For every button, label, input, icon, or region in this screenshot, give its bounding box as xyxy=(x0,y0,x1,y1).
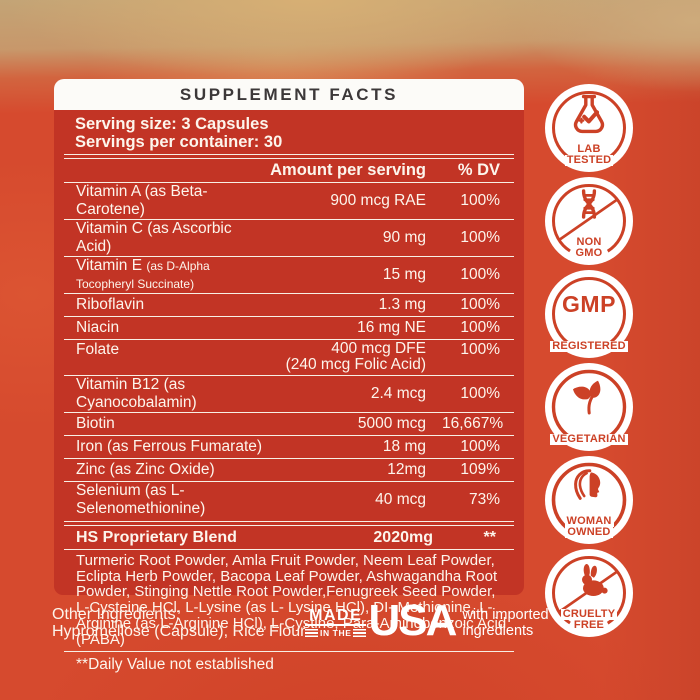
leaves-icon xyxy=(573,380,601,415)
badge-ring xyxy=(551,462,627,538)
nutrient-name-small: (as D-Alpha Tocopheryl Succinate) xyxy=(76,259,210,291)
header-dv: % DV xyxy=(457,161,500,179)
nutrient-name: Zinc (as Zinc Oxide) xyxy=(76,461,215,478)
nutrient-name: Vitamin E (as D-Alpha Tocopheryl Succina… xyxy=(76,257,210,291)
imported-ingredients-note: with imported ingredients xyxy=(462,607,549,639)
nutrient-amount: 90 mg xyxy=(382,229,426,246)
flag-stripes-icon xyxy=(353,629,367,637)
other-ingredients: Other Ingredients: Hypromellose (Capsule… xyxy=(52,606,306,640)
badge-label: REGISTERED xyxy=(550,340,628,352)
table-row: Vitamin C (as Ascorbic Acid) 90 mg 100% xyxy=(64,220,514,257)
nutrient-dv: 100% xyxy=(460,438,500,455)
table-row: Niacin 16 mg NE 100% xyxy=(64,317,514,340)
nutrient-name: Folate xyxy=(76,341,120,358)
proprietary-blend-row: HS Proprietary Blend 2020mg ** xyxy=(64,526,514,550)
nutrient-name: Vitamin B12 (as Cyanocobalamin) xyxy=(76,376,197,411)
table-row: Selenium (as L-Selenomethionine) 40 mcg … xyxy=(64,482,514,518)
flask-check-icon xyxy=(573,94,605,134)
table-row: Iron (as Ferrous Fumarate) 18 mg 100% xyxy=(64,436,514,459)
nutrient-name: Riboflavin xyxy=(76,296,145,313)
nutrient-name: Iron (as Ferrous Fumarate) xyxy=(76,438,263,455)
nutrient-amount: 900 mcg RAE xyxy=(330,192,426,209)
nutrient-dv: 73% xyxy=(468,491,500,508)
badge-ring xyxy=(552,277,626,351)
panel-title: SUPPLEMENT FACTS xyxy=(54,79,524,110)
nutrient-name: Niacin xyxy=(76,319,120,336)
table-row: Vitamin E (as D-Alpha Tocopheryl Succina… xyxy=(64,257,514,294)
serving-size: Serving size: 3 Capsules xyxy=(75,115,269,133)
table-header-row: Amount per serving % DV xyxy=(64,159,514,183)
woman-face-icon xyxy=(574,469,601,500)
nutrient-dv: 100% xyxy=(460,296,500,313)
badge-woman-owned: WOMAN OWNED xyxy=(545,456,633,544)
nutrient-name: Selenium (as L-Selenomethionine) xyxy=(76,482,206,517)
nutrient-dv: 109% xyxy=(460,461,500,478)
nutrient-amount: 400 mcg DFE (240 mcg Folic Acid) xyxy=(266,341,442,373)
header-amount: Amount per serving xyxy=(270,161,426,179)
badge-cruelty-free: CRUELTY FREE xyxy=(545,549,633,637)
badge-label: VEGETARIAN xyxy=(550,433,628,445)
nutrient-amount: 2.4 mcg xyxy=(370,385,426,402)
blend-name: HS Proprietary Blend xyxy=(76,528,237,546)
servings-per-container: Servings per container: 30 xyxy=(75,133,283,151)
table-row: Vitamin A (as Beta-Carotene) 900 mcg RAE… xyxy=(64,183,514,220)
nutrient-amount: 15 mg xyxy=(382,266,426,283)
nutrient-name: Vitamin C (as Ascorbic Acid) xyxy=(76,220,232,255)
nutrient-dv: 100% xyxy=(460,192,500,209)
gmp-text: GMP xyxy=(562,291,616,317)
blend-ingredients: Turmeric Root Powder, Amla Fruit Powder,… xyxy=(64,550,514,653)
nutrient-name: Vitamin A (as Beta-Carotene) xyxy=(76,183,208,218)
table-row: Zinc (as Zinc Oxide) 12mg 109% xyxy=(64,459,514,482)
nutrient-dv: 100% xyxy=(460,341,500,358)
table-row: Vitamin B12 (as Cyanocobalamin) 2.4 mcg … xyxy=(64,376,514,413)
nutrient-amount: 18 mg xyxy=(382,438,426,455)
other-ingredients-value: Hypromellose (Capsule), Rice Flour xyxy=(52,622,306,640)
made-text: MADE xyxy=(305,608,367,626)
nutrient-amount-sub: (240 mcg Folic Acid) xyxy=(285,356,426,373)
nutrient-dv: 100% xyxy=(460,266,500,283)
badge-gmp-registered: GMP REGISTERED xyxy=(545,270,633,358)
badge-ring xyxy=(551,369,627,445)
nutrient-amount: 16 mg NE xyxy=(357,319,426,336)
badge-lab-tested: LAB TESTED xyxy=(545,84,633,172)
table-row: Folate 400 mcg DFE (240 mcg Folic Acid) 1… xyxy=(64,340,514,376)
nutrient-name: Biotin xyxy=(76,415,115,432)
badge-label: WOMAN OWNED xyxy=(564,515,614,538)
made-in-usa-logo: MADE IN THE USA with imported ingredient… xyxy=(305,596,549,645)
badge-label: CRUELTY FREE xyxy=(560,608,618,631)
blend-amount: 2020mg xyxy=(373,528,433,546)
nutrient-amount: 5000 mcg xyxy=(357,415,426,432)
certification-badges: LAB TESTED NON GMO GMP REGISTERED xyxy=(545,84,633,637)
usa-text: USA xyxy=(368,596,457,645)
blend-dv: ** xyxy=(483,528,496,546)
daily-value-footnote: **Daily Value not established xyxy=(76,656,274,674)
dna-crossed-icon xyxy=(581,189,597,219)
table-row: Biotin 5000 mcg 16,667% xyxy=(64,413,514,436)
badge-ring xyxy=(552,184,626,258)
other-ingredients-label: Other Ingredients: xyxy=(52,606,181,623)
badge-non-gmo: NON GMO xyxy=(545,177,633,265)
nutrient-dv: 16,667% xyxy=(442,415,504,432)
table-row: Riboflavin 1.3 mg 100% xyxy=(64,294,514,317)
flag-stripes-icon xyxy=(305,629,318,637)
in-the-row: IN THE xyxy=(305,628,367,638)
panel-body: Serving size: 3 Capsules Servings per co… xyxy=(54,110,524,673)
nutrient-amount: 12mg xyxy=(387,461,426,478)
badge-ring xyxy=(552,91,626,165)
badge-vegetarian: VEGETARIAN xyxy=(545,363,633,451)
badge-label: LAB TESTED xyxy=(564,143,614,166)
badge-label: NON GMO xyxy=(573,236,605,259)
in-the-text: IN THE xyxy=(320,628,352,638)
nutrient-amount: 40 mcg xyxy=(375,491,426,508)
nutrient-amount: 1.3 mg xyxy=(378,296,426,313)
divider-double xyxy=(64,154,514,159)
nutrient-dv: 100% xyxy=(460,229,500,246)
made-in-the-stack: MADE IN THE xyxy=(305,608,367,640)
supplement-facts-panel: SUPPLEMENT FACTS Serving size: 3 Capsule… xyxy=(54,79,524,673)
rabbit-crossed-icon xyxy=(582,563,608,596)
nutrient-dv: 100% xyxy=(460,385,500,402)
nutrient-dv: 100% xyxy=(460,319,500,336)
divider-double xyxy=(64,521,514,526)
